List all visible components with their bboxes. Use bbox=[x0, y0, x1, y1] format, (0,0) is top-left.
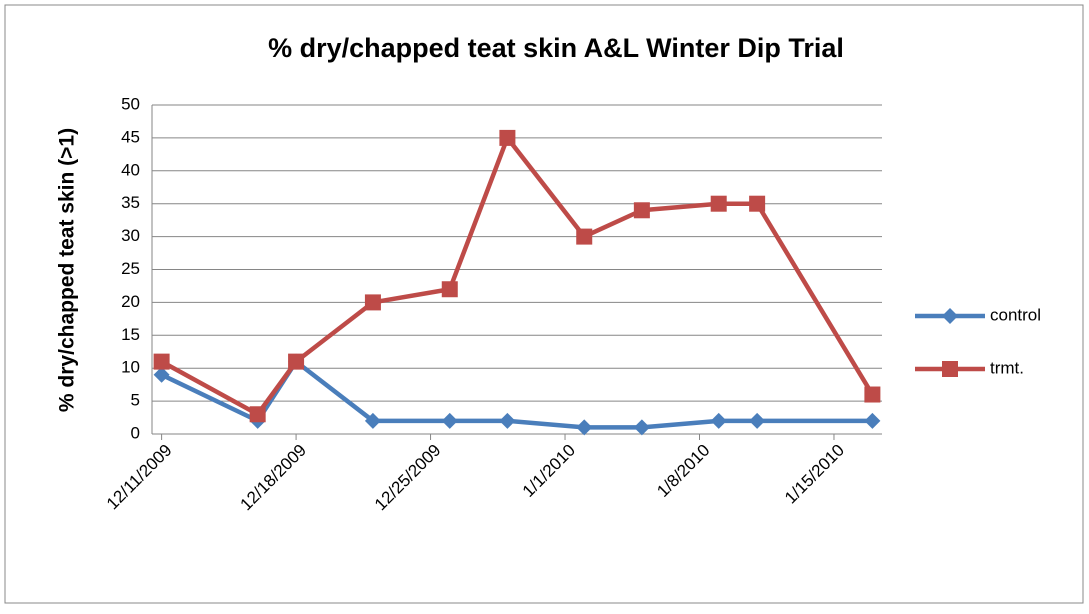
y-tick-label: 15 bbox=[121, 325, 140, 344]
marker bbox=[153, 366, 170, 383]
marker bbox=[864, 412, 881, 429]
y-tick-label: 10 bbox=[121, 358, 140, 377]
marker bbox=[499, 412, 516, 429]
y-tick-label: 20 bbox=[121, 292, 140, 311]
marker bbox=[633, 202, 650, 219]
marker bbox=[864, 386, 881, 403]
y-tick-label: 5 bbox=[131, 391, 140, 410]
marker bbox=[441, 412, 458, 429]
y-tick-label: 0 bbox=[131, 423, 140, 442]
legend-label: control bbox=[990, 305, 1041, 324]
legend-marker bbox=[942, 361, 958, 377]
marker bbox=[288, 353, 305, 370]
y-tick-label: 25 bbox=[121, 259, 140, 278]
y-tick-label: 40 bbox=[121, 160, 140, 179]
marker bbox=[710, 412, 727, 429]
y-axis-title: % dry/chapped teat skin (>1) bbox=[56, 128, 79, 412]
marker bbox=[364, 294, 381, 311]
legend-label: trmt. bbox=[990, 358, 1024, 377]
y-tick-label: 30 bbox=[121, 226, 140, 245]
marker bbox=[749, 195, 766, 212]
marker bbox=[749, 412, 766, 429]
chart-title: % dry/chapped teat skin A&L Winter Dip T… bbox=[268, 33, 844, 63]
marker bbox=[364, 412, 381, 429]
marker bbox=[576, 419, 593, 436]
legend-marker bbox=[942, 308, 958, 324]
marker bbox=[441, 281, 458, 298]
marker bbox=[499, 129, 516, 146]
marker bbox=[710, 195, 727, 212]
marker bbox=[576, 228, 593, 245]
marker bbox=[249, 406, 266, 423]
chart-frame bbox=[4, 4, 1084, 604]
y-tick-label: 45 bbox=[121, 127, 140, 146]
y-tick-label: 35 bbox=[121, 193, 140, 212]
y-tick-label: 50 bbox=[121, 94, 140, 113]
marker bbox=[153, 353, 170, 370]
marker bbox=[633, 419, 650, 436]
